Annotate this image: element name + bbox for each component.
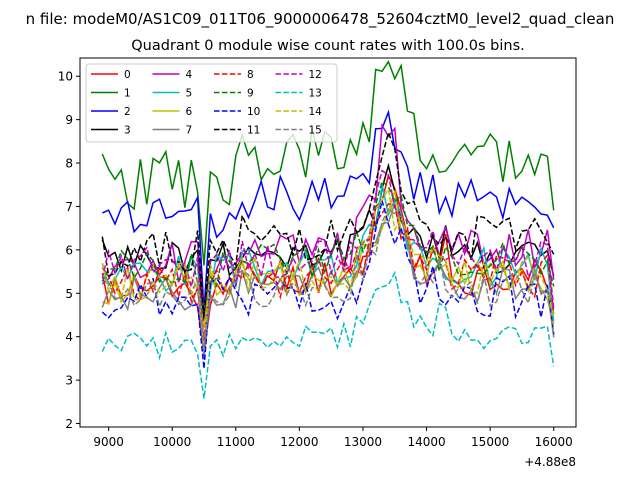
x-tick-label: 15000 bbox=[471, 435, 509, 449]
x-tick-label: 9000 bbox=[93, 435, 124, 449]
y-tick-label: 8 bbox=[65, 157, 73, 171]
legend-label-11: 11 bbox=[247, 125, 260, 137]
legend-label-1: 1 bbox=[124, 88, 131, 100]
plot-frame bbox=[79, 57, 577, 428]
legend-label-9: 9 bbox=[247, 88, 254, 100]
legend-label-3: 3 bbox=[124, 125, 131, 137]
series-line-9 bbox=[101, 179, 555, 313]
x-offset-label: +4.88e8 bbox=[524, 455, 576, 469]
series-line-14 bbox=[101, 187, 555, 350]
series-lines bbox=[101, 60, 555, 399]
y-tick-label: 6 bbox=[65, 243, 73, 257]
legend-label-12: 12 bbox=[309, 69, 322, 81]
legend-label-7: 7 bbox=[186, 125, 193, 137]
y-tick-label: 10 bbox=[58, 70, 73, 84]
legend-label-6: 6 bbox=[186, 106, 193, 118]
legend-label-10: 10 bbox=[247, 106, 260, 118]
legend-label-4: 4 bbox=[186, 69, 193, 81]
y-tick-label: 2 bbox=[65, 417, 73, 431]
legend-label-0: 0 bbox=[124, 69, 131, 81]
x-tick-label: 11000 bbox=[217, 435, 255, 449]
x-tick-label: 10000 bbox=[153, 435, 191, 449]
legend-label-14: 14 bbox=[309, 106, 323, 118]
series-line-13 bbox=[101, 270, 555, 399]
y-axis: 2 3 4 5 6 7 8 9 10 bbox=[58, 70, 80, 431]
y-tick-label: 4 bbox=[65, 330, 73, 344]
x-tick-label: 12000 bbox=[280, 435, 318, 449]
legend-label-8: 8 bbox=[247, 69, 254, 81]
legend-box bbox=[85, 63, 338, 143]
y-tick-label: 9 bbox=[65, 113, 73, 127]
series-line-15 bbox=[101, 208, 555, 348]
series-line-11 bbox=[101, 130, 555, 318]
series-line-3 bbox=[101, 162, 555, 321]
x-tick-label: 16000 bbox=[535, 435, 573, 449]
series-line-4 bbox=[101, 122, 555, 310]
x-axis: 9000 10000 11000 12000 13000 14000 15000 16000 bbox=[93, 427, 573, 449]
x-tick-label: 13000 bbox=[344, 435, 382, 449]
series-line-2 bbox=[102, 109, 555, 311]
legend-label-2: 2 bbox=[124, 106, 131, 118]
series-line-10 bbox=[101, 200, 555, 369]
series-line-8 bbox=[101, 203, 555, 338]
chart-title: Quadrant 0 module wise count rates with … bbox=[131, 38, 525, 54]
y-tick-label: 7 bbox=[65, 200, 73, 214]
legend-label-5: 5 bbox=[186, 88, 193, 100]
y-tick-label: 5 bbox=[65, 287, 73, 301]
chart-suptitle: n file: modeM0/AS1C09_011T06_9000006478_… bbox=[26, 10, 615, 29]
x-tick-label: 14000 bbox=[407, 435, 445, 449]
legend-label-15: 15 bbox=[309, 125, 322, 137]
legend-label-13: 13 bbox=[309, 88, 322, 100]
y-tick-label: 3 bbox=[65, 374, 73, 388]
